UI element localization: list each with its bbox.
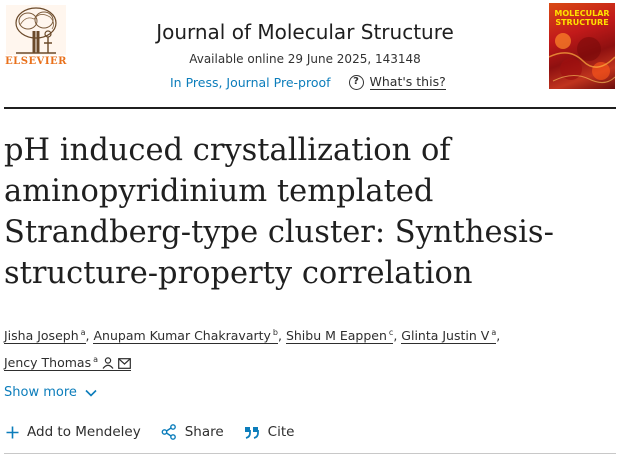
article-actions: Add to Mendeley Share Cite: [6, 424, 314, 440]
actions-divider: [4, 453, 616, 454]
author-link[interactable]: Jency Thomas a: [4, 355, 132, 372]
add-to-mendeley-label: Add to Mendeley: [27, 424, 141, 440]
journal-title-link[interactable]: Journal of Molecular Structure: [156, 20, 454, 44]
affiliation-marker: a: [80, 328, 86, 337]
share-button[interactable]: Share: [161, 424, 224, 440]
show-more-label: Show more: [4, 385, 77, 400]
share-label: Share: [184, 424, 224, 440]
header-divider: [4, 107, 616, 109]
author-list: Jisha Joseph a, Anupam Kumar Chakravarty b…: [4, 328, 501, 372]
article-header: ELSEVIER Journal of Molecular Structure …: [0, 0, 631, 108]
cover-title: MOLECULAR STRUCTURE: [554, 9, 610, 27]
article-title: pH induced crystallization of aminopyrid…: [4, 133, 554, 291]
whats-this-link[interactable]: What's this?: [369, 74, 446, 90]
add-to-mendeley-button[interactable]: Add to Mendeley: [6, 424, 141, 440]
chevron-down-icon: [85, 389, 97, 397]
affiliation-marker: c: [388, 328, 394, 337]
author-link[interactable]: Shibu M Eappen c: [285, 328, 394, 345]
article-status: In Press, Journal Pre-proof ? What's thi…: [170, 73, 446, 91]
author-link[interactable]: Jisha Joseph a: [4, 328, 86, 345]
elsevier-tree-logo[interactable]: [4, 3, 68, 69]
cover-art-icon: [549, 33, 615, 83]
in-press-link[interactable]: In Press, Journal Pre-proof: [170, 74, 331, 90]
journal-cover-image[interactable]: MOLECULAR STRUCTURE: [549, 3, 615, 89]
show-more-button[interactable]: Show more: [4, 385, 97, 400]
help-icon[interactable]: ?: [348, 74, 364, 90]
cite-button[interactable]: Cite: [244, 424, 295, 440]
quote-icon: [244, 426, 259, 439]
share-icon: [161, 424, 176, 440]
plus-icon: [6, 426, 19, 438]
available-online-date: Available online 29 June 2025, 143148: [189, 52, 421, 66]
mail-icon: [118, 358, 131, 370]
tree-icon: [6, 5, 66, 55]
person-icon: [102, 357, 114, 370]
affiliation-marker: b: [272, 328, 278, 337]
publisher-name: ELSEVIER: [5, 56, 67, 67]
affiliation-marker: a: [93, 355, 99, 365]
affiliation-marker: a: [491, 328, 497, 337]
cite-label: Cite: [267, 424, 295, 440]
author-link[interactable]: Anupam Kumar Chakravarty b: [93, 328, 278, 345]
